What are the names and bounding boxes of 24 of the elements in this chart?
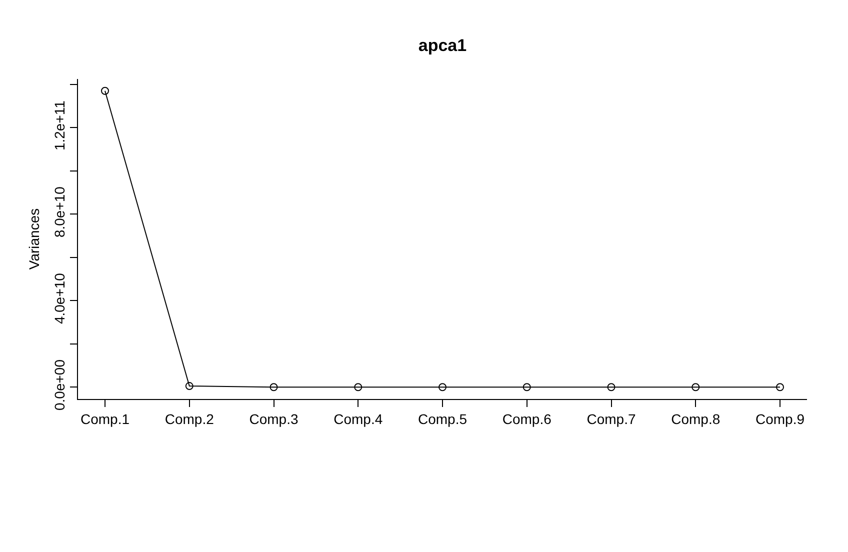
point [607, 383, 616, 392]
x-tick-label: Comp.9 [755, 410, 805, 427]
point [101, 86, 109, 95]
x-tick-label: Comp.8 [671, 410, 720, 427]
point [354, 383, 362, 392]
y-tick-label: 1.2e+11 [51, 100, 68, 151]
point [776, 383, 784, 392]
point [522, 383, 531, 392]
x-tick-label: Comp.2 [164, 410, 214, 427]
x-tick-label: Comp.4 [334, 410, 383, 427]
y-axis-title: Variances [26, 208, 42, 270]
x-tick-label: Comp.7 [586, 410, 636, 427]
x-tick-label: Comp.1 [80, 410, 130, 427]
x-tick-label: Comp.3 [249, 410, 298, 427]
point [438, 383, 446, 392]
point [692, 383, 700, 392]
y-tick-label: 8.0e+10 [51, 186, 68, 238]
chart-title: apca1 [418, 36, 467, 55]
x-tick-label: Comp.5 [418, 410, 468, 427]
point [185, 382, 194, 390]
y-tick-label: 0.0e+00 [51, 359, 68, 411]
x-tick-label: Comp.6 [502, 410, 552, 427]
point [270, 383, 278, 392]
y-tick-label: 4.0e+10 [51, 272, 68, 324]
